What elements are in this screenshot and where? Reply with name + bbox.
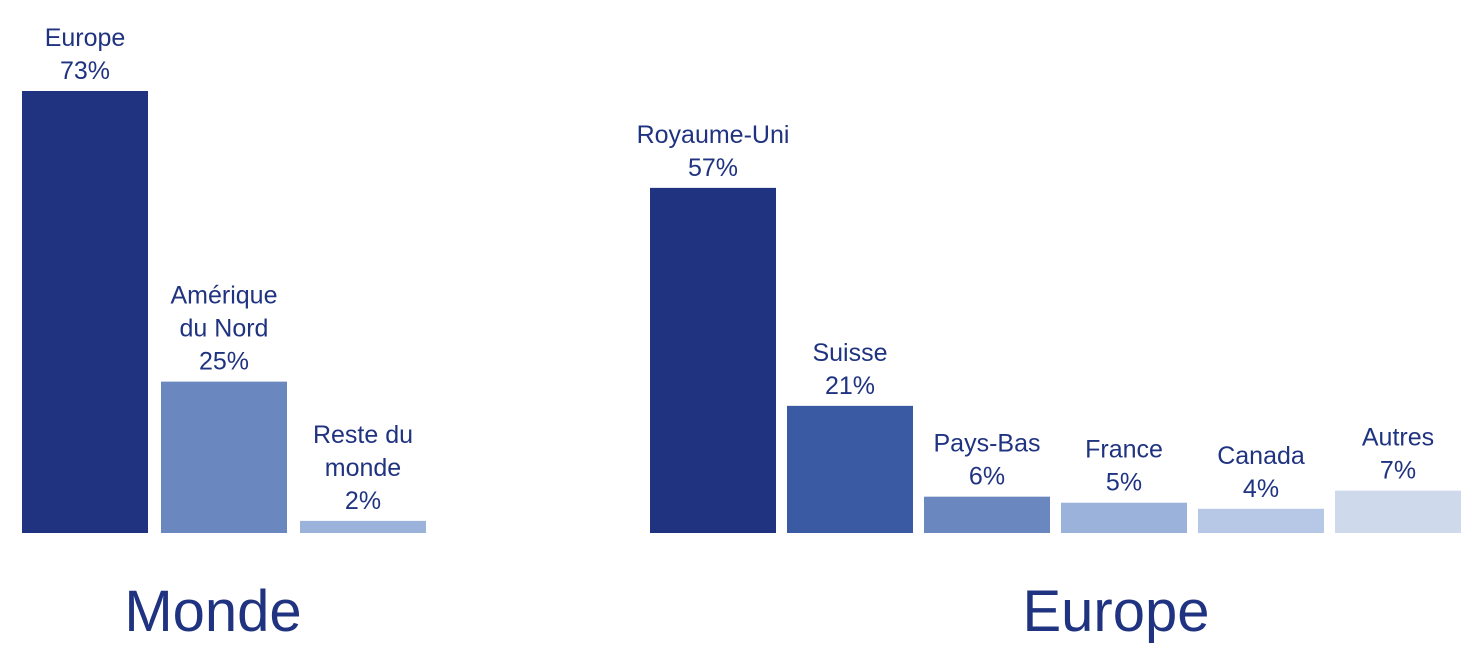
value-label-monde-reste-du-monde: 2% (345, 487, 381, 515)
bar-monde-amerique-du-nord (161, 381, 287, 533)
category-label-europe-pays-bas: Pays-Bas (934, 430, 1041, 458)
chart-title-monde: Monde (124, 579, 301, 644)
category-label-monde-europe: Europe (45, 24, 126, 52)
category-label-europe-autres: Autres (1362, 424, 1434, 452)
value-label-monde-amerique-du-nord: 25% (199, 348, 249, 376)
bar-monde-reste-du-monde (300, 520, 426, 533)
category-label-europe-canada: Canada (1217, 442, 1305, 470)
value-label-monde-europe: 73% (60, 57, 110, 85)
bar-europe-canada (1198, 508, 1324, 533)
value-label-europe-suisse: 21% (825, 372, 875, 400)
category-label-monde-amerique-du-nord: du Nord (180, 315, 269, 343)
category-label-europe-royaume-uni: Royaume-Uni (637, 121, 790, 149)
bar-monde-europe (22, 91, 148, 533)
value-label-europe-canada: 4% (1243, 475, 1279, 503)
bar-europe-france (1061, 502, 1187, 533)
value-label-europe-royaume-uni: 57% (688, 154, 738, 182)
bar-europe-pays-bas (924, 496, 1050, 533)
chart-monde: 73% Europe 25% Amérique du Nord 2% Reste du mon… (22, 24, 426, 533)
category-label-europe-france: France (1085, 436, 1163, 464)
category-label-monde-reste-du-monde: monde (325, 454, 401, 482)
value-label-europe-france: 5% (1106, 469, 1142, 497)
chart-title-europe: Europe (1022, 579, 1209, 644)
bar-europe-suisse (787, 405, 913, 533)
category-label-europe-suisse: Suisse (812, 339, 887, 367)
bar-europe-autres (1335, 490, 1461, 533)
value-label-europe-autres: 7% (1380, 457, 1416, 485)
category-label-monde-reste-du-monde: Reste du (313, 421, 413, 449)
category-label-monde-amerique-du-nord: Amérique (171, 282, 278, 310)
value-label-europe-pays-bas: 6% (969, 463, 1005, 491)
bar-europe-royaume-uni (650, 187, 776, 533)
chart-europe: 57% Royaume-Uni 21% Suisse 6% Pays-Bas 5% Franc… (637, 121, 1461, 533)
